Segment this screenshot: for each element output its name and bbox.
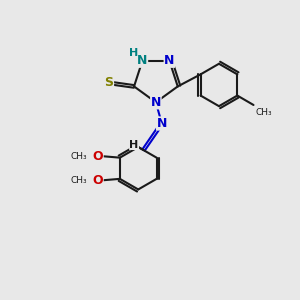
Text: N: N (164, 54, 175, 67)
Text: CH₃: CH₃ (70, 176, 87, 185)
Text: H: H (130, 140, 139, 150)
Text: CH₃: CH₃ (70, 152, 87, 161)
Text: O: O (92, 174, 103, 187)
Text: N: N (137, 54, 148, 67)
Text: O: O (92, 150, 103, 163)
Text: CH₃: CH₃ (256, 108, 272, 117)
Text: H: H (129, 47, 138, 58)
Text: N: N (151, 96, 161, 109)
Text: S: S (104, 76, 113, 89)
Text: N: N (157, 117, 167, 130)
